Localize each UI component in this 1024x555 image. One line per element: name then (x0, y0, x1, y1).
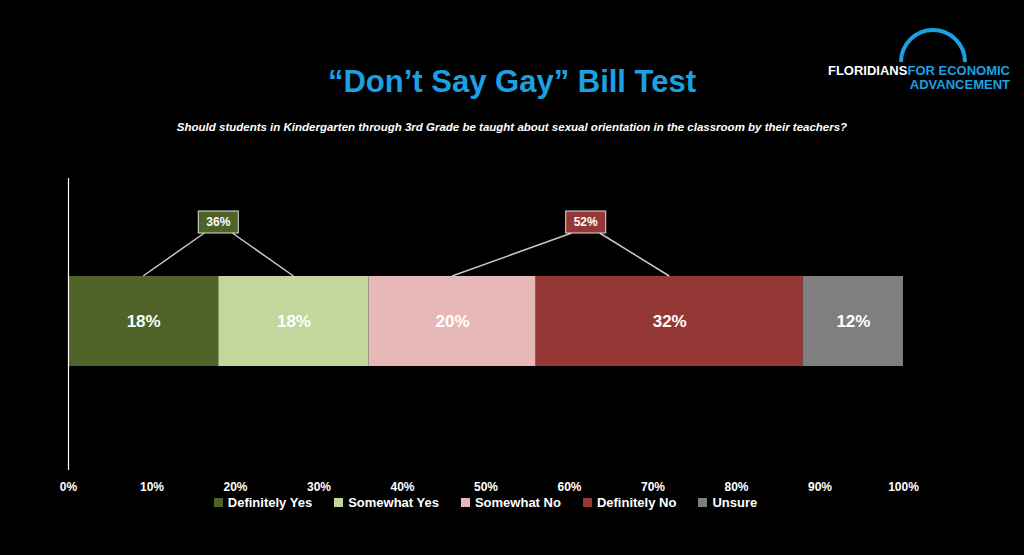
svg-text:32%: 32% (653, 312, 687, 331)
html-text:Somewhat No: Somewhat No (474, 495, 561, 510)
svg-text:18%: 18% (277, 312, 311, 331)
svg-text:50%: 50% (474, 480, 498, 494)
svg-text:30%: 30% (307, 480, 331, 494)
html-text:FLORIDIANS FOR ECONOMIC: FLORIDIANS FOR ECONOMIC (828, 63, 1010, 78)
svg-text:12%: 12% (836, 312, 870, 331)
svg-text:36%: 36% (206, 215, 230, 229)
svg-text:18%: 18% (127, 312, 161, 331)
html-text:Should students in Kindergarte: Should students in Kindergarten through … (176, 121, 848, 133)
svg-text:90%: 90% (808, 480, 832, 494)
svg-text:20%: 20% (436, 312, 470, 331)
html-text:Definitely No: Definitely No (596, 495, 677, 510)
svg-text:10%: 10% (140, 480, 164, 494)
svg-text:52%: 52% (574, 215, 598, 229)
html-text:Somewhat Yes: Somewhat Yes (348, 495, 439, 510)
html-text:Definitely Yes: Definitely Yes (227, 495, 313, 510)
svg-text:20%: 20% (223, 480, 247, 494)
svg-text:100%: 100% (888, 480, 919, 494)
html-text:Unsure: Unsure (712, 495, 758, 510)
html-text:“Don’t Say Gay” Bill Test: “Don’t Say Gay” Bill Test (328, 64, 696, 99)
svg-text:0%: 0% (60, 480, 78, 494)
svg-text:60%: 60% (557, 480, 581, 494)
svg-text:40%: 40% (390, 480, 414, 494)
svg-text:70%: 70% (641, 480, 665, 494)
svg-text:80%: 80% (724, 480, 748, 494)
html-text:ADVANCEMENT: ADVANCEMENT (909, 77, 1010, 92)
